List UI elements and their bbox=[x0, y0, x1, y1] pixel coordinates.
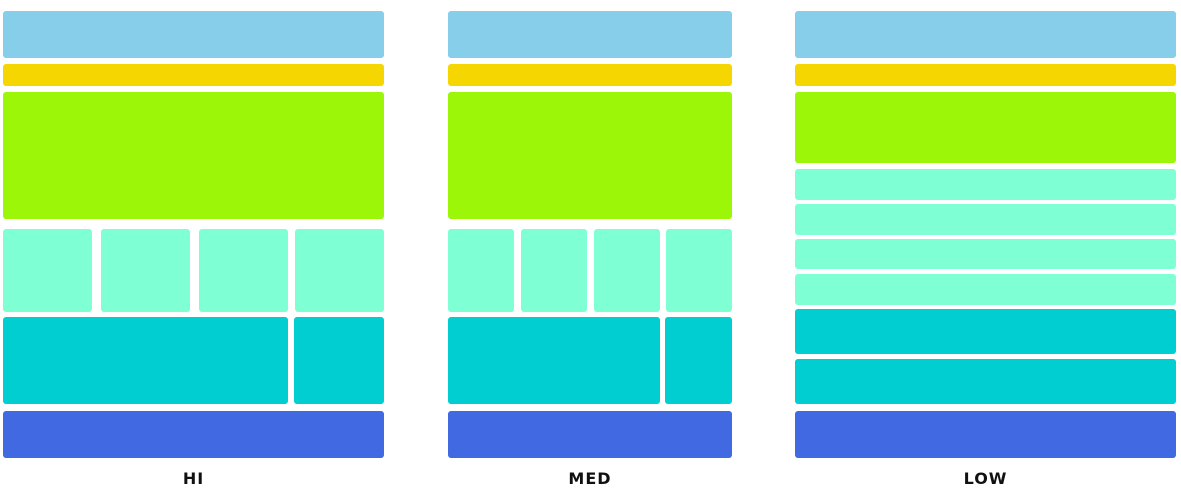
hero-block bbox=[795, 92, 1176, 163]
card-block bbox=[666, 229, 732, 312]
header-block bbox=[3, 11, 384, 58]
nav-bar-block bbox=[448, 64, 732, 86]
layout-label-hi: HI bbox=[182, 469, 205, 488]
sidebar-block bbox=[294, 317, 384, 404]
nav-bar-block bbox=[3, 64, 384, 86]
layout-low bbox=[795, 0, 1176, 500]
layout-med bbox=[448, 0, 732, 500]
header-block bbox=[795, 11, 1176, 58]
card-block bbox=[594, 229, 660, 312]
card-block bbox=[199, 229, 288, 312]
card-block bbox=[521, 229, 587, 312]
card-block bbox=[3, 229, 92, 312]
layout-label-low: LOW bbox=[963, 469, 1008, 488]
nav-bar-block bbox=[795, 64, 1176, 86]
footer-block bbox=[448, 411, 732, 458]
sidebar-block bbox=[665, 317, 732, 404]
card-block bbox=[795, 239, 1176, 269]
main-content-block bbox=[448, 317, 660, 404]
hero-block bbox=[448, 92, 732, 219]
sidebar-block bbox=[795, 359, 1176, 404]
hero-block bbox=[3, 92, 384, 219]
card-block bbox=[101, 229, 190, 312]
layout-label-med: MED bbox=[568, 469, 612, 488]
card-block bbox=[795, 169, 1176, 200]
main-content-block bbox=[795, 309, 1176, 354]
header-block bbox=[448, 11, 732, 58]
card-block bbox=[448, 229, 514, 312]
card-block bbox=[795, 204, 1176, 235]
card-block bbox=[795, 274, 1176, 305]
layout-hi bbox=[3, 0, 384, 500]
card-block bbox=[295, 229, 384, 312]
footer-block bbox=[795, 411, 1176, 458]
main-content-block bbox=[3, 317, 288, 404]
footer-block bbox=[3, 411, 384, 458]
